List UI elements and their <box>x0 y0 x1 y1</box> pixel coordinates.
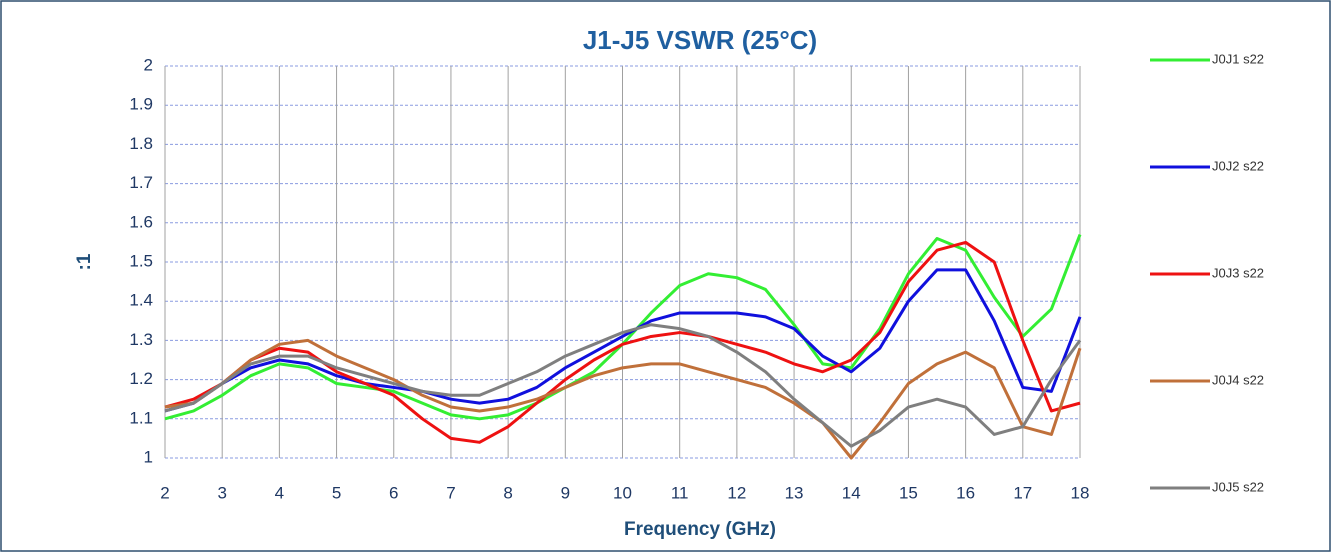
legend-label: J0J3 s22 <box>1212 265 1264 280</box>
x-tick-label: 12 <box>727 483 746 502</box>
legend-label: J0J1 s22 <box>1212 51 1264 66</box>
y-tick-label: 1 <box>144 447 153 466</box>
y-axis-label: :1 <box>74 253 95 270</box>
x-tick-label: 9 <box>561 483 570 502</box>
x-tick-label: 5 <box>332 483 341 502</box>
y-tick-label: 1.7 <box>129 173 153 192</box>
y-tick-label: 1.5 <box>129 251 153 270</box>
chart-title: J1-J5 VSWR (25°C) <box>583 25 817 55</box>
legend-label: J0J2 s22 <box>1212 158 1264 173</box>
x-tick-label: 8 <box>503 483 512 502</box>
y-tick-label: 1.6 <box>129 212 153 231</box>
series-line <box>164 338 1082 460</box>
series-line <box>164 323 1082 448</box>
x-tick-label: 16 <box>956 483 975 502</box>
x-tick-label: 17 <box>1013 483 1032 502</box>
x-tick-label: 14 <box>842 483 861 502</box>
x-tick-label: 15 <box>899 483 918 502</box>
legend-label: J0J4 s22 <box>1212 372 1264 387</box>
y-tick-label: 2 <box>144 55 153 74</box>
x-tick-label: 4 <box>275 483 284 502</box>
x-axis-label: Frequency (GHz) <box>624 519 776 540</box>
x-tick-label: 2 <box>160 483 169 502</box>
y-tick-label: 1.4 <box>129 291 153 310</box>
y-tick-label: 1.1 <box>129 408 153 427</box>
x-tick-label: 7 <box>446 483 455 502</box>
x-tick-label: 3 <box>217 483 226 502</box>
x-tick-label: 11 <box>671 483 689 502</box>
x-tick-label: 13 <box>785 483 804 502</box>
y-tick-label: 1.9 <box>129 95 153 114</box>
x-tick-label: 18 <box>1071 483 1090 502</box>
x-tick-label: 6 <box>389 483 398 502</box>
y-tick-label: 1.2 <box>129 369 153 388</box>
series-line <box>164 268 1082 413</box>
legend-label: J0J5 s22 <box>1212 479 1264 494</box>
y-tick-label: 1.8 <box>129 134 153 153</box>
x-tick-label: 10 <box>613 483 632 502</box>
y-tick-label: 1.3 <box>129 330 153 349</box>
